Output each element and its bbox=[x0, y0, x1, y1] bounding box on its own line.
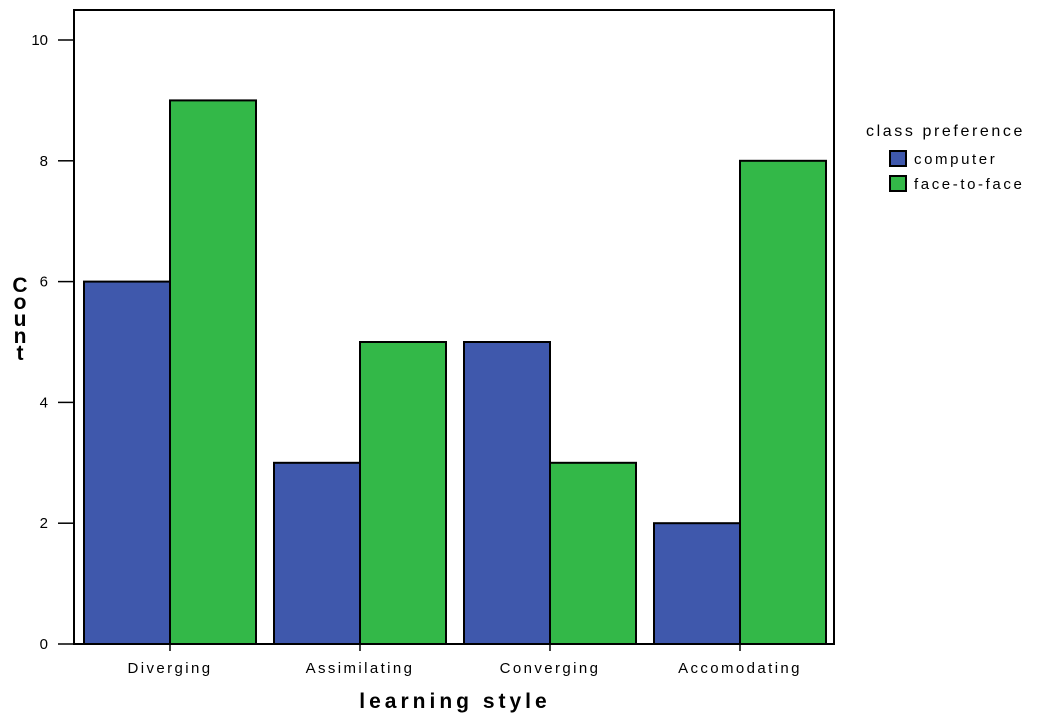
legend-title: class preference bbox=[866, 123, 1025, 140]
legend-label-computer: computer bbox=[914, 151, 997, 168]
bar-computer-accomodating bbox=[653, 522, 741, 646]
x-axis-title: learning style bbox=[359, 690, 550, 713]
bar-face-to-face-diverging bbox=[169, 99, 257, 645]
legend: class preference computer face-to-face bbox=[866, 123, 1025, 193]
bar-face-to-face-assimilating bbox=[359, 341, 447, 645]
x-tick-label: Accomodating bbox=[678, 660, 802, 677]
x-tick-label: Assimilating bbox=[306, 660, 415, 677]
bar-computer-assimilating bbox=[273, 461, 361, 645]
bars-group bbox=[83, 99, 827, 646]
bar-face-to-face-converging bbox=[549, 461, 637, 645]
y-tick-label: 4 bbox=[40, 394, 48, 411]
legend-swatch-face-to-face bbox=[889, 175, 907, 192]
x-tick-label: Converging bbox=[500, 660, 601, 677]
x-axis: Diverging Assimilating Converging Accomodat… bbox=[128, 644, 802, 677]
legend-label-face-to-face: face-to-face bbox=[914, 176, 1024, 193]
y-axis: 0 2 4 6 8 10 bbox=[31, 32, 74, 653]
y-tick-label: 2 bbox=[40, 515, 48, 532]
y-tick-label: 6 bbox=[40, 274, 48, 291]
y-tick-label: 0 bbox=[40, 636, 48, 653]
bar-face-to-face-accomodating bbox=[739, 159, 827, 646]
bar-computer-diverging bbox=[83, 280, 171, 645]
bar-computer-converging bbox=[463, 341, 551, 645]
legend-swatch-computer bbox=[889, 150, 907, 167]
y-tick-label: 8 bbox=[40, 153, 48, 170]
y-tick-label: 10 bbox=[31, 32, 48, 49]
plot-frame bbox=[73, 9, 835, 645]
x-tick-label: Diverging bbox=[128, 660, 213, 677]
